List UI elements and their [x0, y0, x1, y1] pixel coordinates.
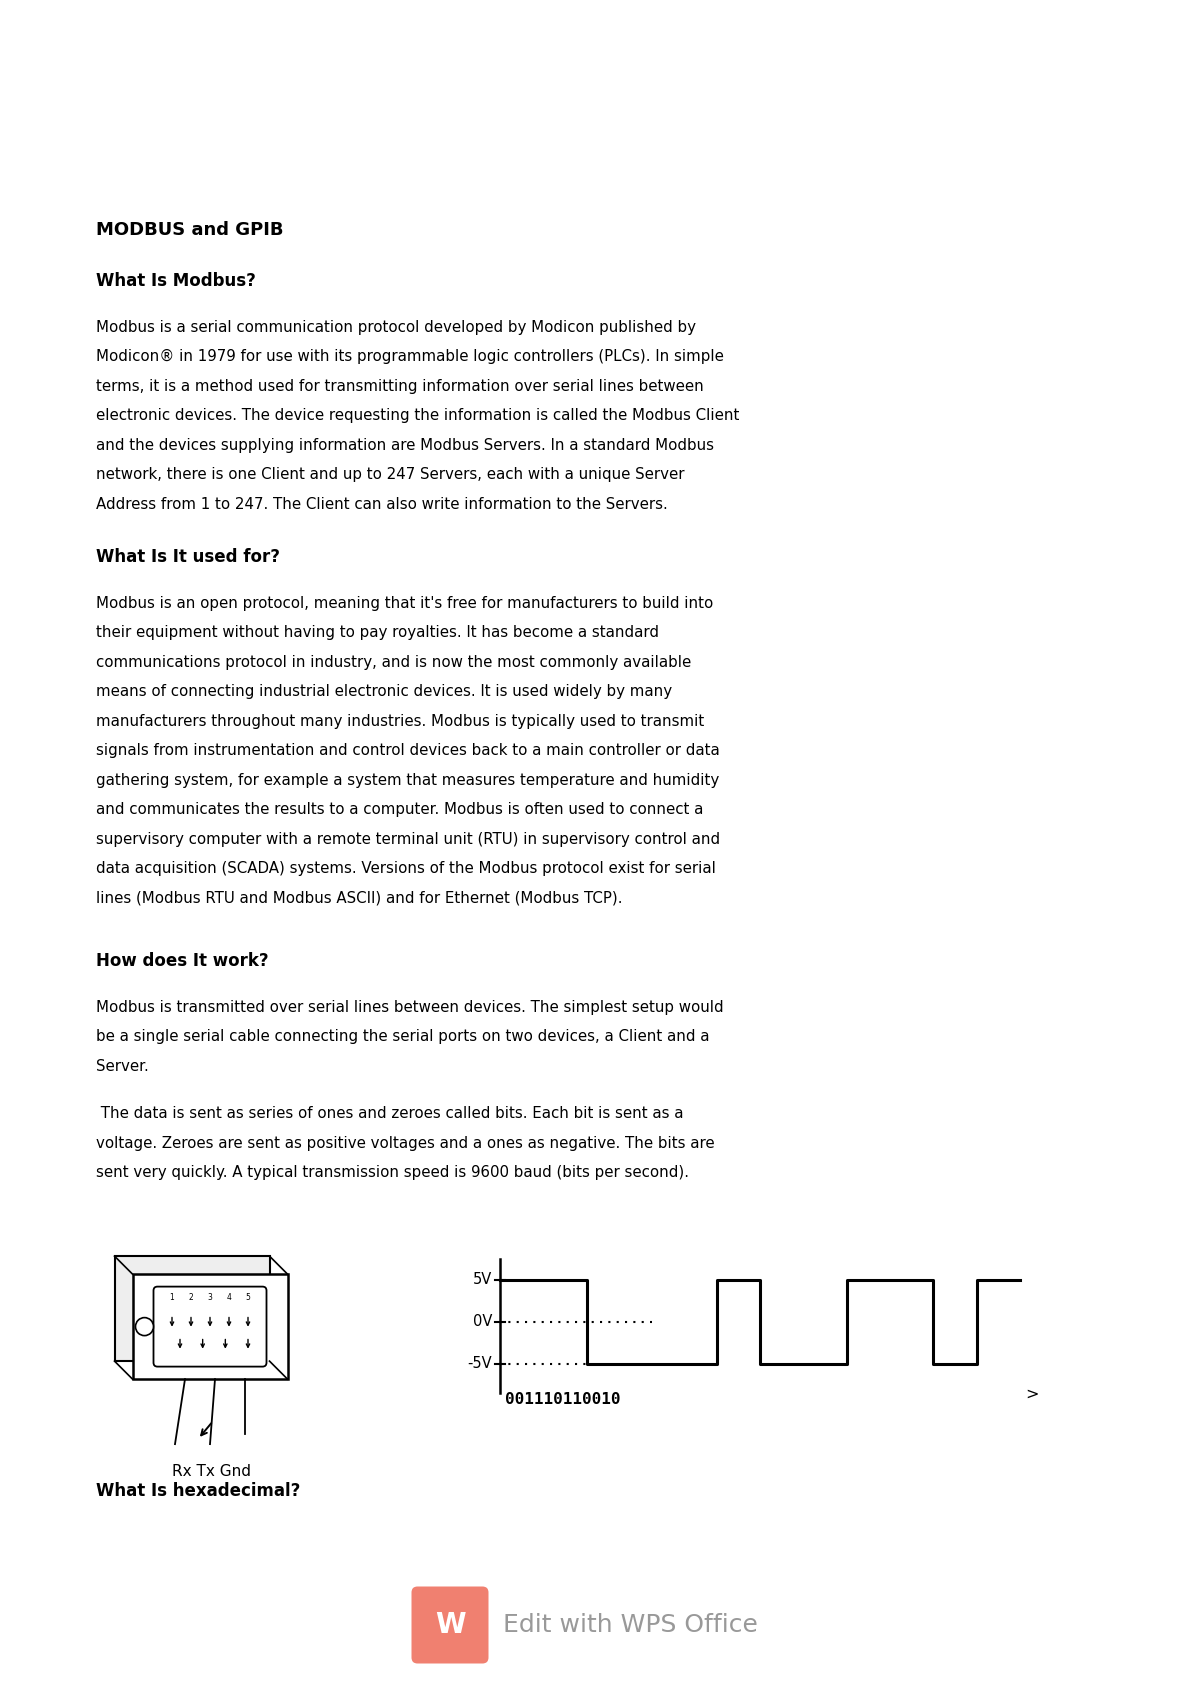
Text: 1: 1 — [169, 1293, 174, 1302]
Text: Server.: Server. — [96, 1059, 149, 1074]
Text: What Is hexadecimal?: What Is hexadecimal? — [96, 1481, 300, 1500]
Bar — [132, 1274, 288, 1380]
Text: Modicon® in 1979 for use with its programmable logic controllers (PLCs). In simp: Modicon® in 1979 for use with its progra… — [96, 350, 724, 365]
Text: means of connecting industrial electronic devices. It is used widely by many: means of connecting industrial electroni… — [96, 684, 672, 699]
Text: gathering system, for example a system that measures temperature and humidity: gathering system, for example a system t… — [96, 772, 719, 787]
Text: communications protocol in industry, and is now the most commonly available: communications protocol in industry, and… — [96, 655, 691, 670]
Text: and communicates the results to a computer. Modbus is often used to connect a: and communicates the results to a comput… — [96, 803, 703, 818]
Text: W: W — [434, 1610, 466, 1639]
FancyBboxPatch shape — [412, 1587, 488, 1663]
Text: Rx Tx Gnd: Rx Tx Gnd — [172, 1465, 251, 1480]
Text: What Is It used for?: What Is It used for? — [96, 548, 280, 567]
Text: supervisory computer with a remote terminal unit (RTU) in supervisory control an: supervisory computer with a remote termi… — [96, 832, 720, 847]
Text: manufacturers throughout many industries. Modbus is typically used to transmit: manufacturers throughout many industries… — [96, 714, 704, 728]
Text: 5: 5 — [246, 1293, 251, 1302]
Circle shape — [136, 1317, 154, 1336]
Text: voltage. Zeroes are sent as positive voltages and a ones as negative. The bits a: voltage. Zeroes are sent as positive vol… — [96, 1135, 715, 1151]
Text: Modbus is a serial communication protocol developed by Modicon published by: Modbus is a serial communication protoco… — [96, 319, 696, 334]
Text: >: > — [1025, 1386, 1038, 1402]
Bar — [114, 1256, 270, 1361]
Text: Address from 1 to 247. The Client can also write information to the Servers.: Address from 1 to 247. The Client can al… — [96, 497, 667, 511]
Text: Modbus is an open protocol, meaning that it's free for manufacturers to build in: Modbus is an open protocol, meaning that… — [96, 596, 713, 611]
Text: be a single serial cable connecting the serial ports on two devices, a Client an: be a single serial cable connecting the … — [96, 1028, 709, 1044]
Text: MODBUS and GPIB: MODBUS and GPIB — [96, 221, 283, 239]
Text: data acquisition (SCADA) systems. Versions of the Modbus protocol exist for seri: data acquisition (SCADA) systems. Versio… — [96, 860, 716, 876]
Text: network, there is one Client and up to 247 Servers, each with a unique Server: network, there is one Client and up to 2… — [96, 467, 684, 482]
Text: 3: 3 — [208, 1293, 212, 1302]
Text: 4: 4 — [227, 1293, 232, 1302]
Text: 001110110010: 001110110010 — [505, 1392, 620, 1407]
Text: sent very quickly. A typical transmission speed is 9600 baud (bits per second).: sent very quickly. A typical transmissio… — [96, 1166, 689, 1179]
Text: 0V: 0V — [473, 1313, 492, 1329]
Text: signals from instrumentation and control devices back to a main controller or da: signals from instrumentation and control… — [96, 743, 720, 759]
Text: Modbus is transmitted over serial lines between devices. The simplest setup woul: Modbus is transmitted over serial lines … — [96, 1000, 724, 1015]
Text: The data is sent as series of ones and zeroes called bits. Each bit is sent as a: The data is sent as series of ones and z… — [96, 1106, 684, 1122]
Text: What Is Modbus?: What Is Modbus? — [96, 272, 256, 290]
Text: 2: 2 — [188, 1293, 193, 1302]
Text: terms, it is a method used for transmitting information over serial lines betwee: terms, it is a method used for transmitt… — [96, 378, 703, 394]
Text: Edit with WPS Office: Edit with WPS Office — [503, 1614, 757, 1638]
FancyBboxPatch shape — [154, 1286, 266, 1366]
Text: 5V: 5V — [473, 1273, 492, 1286]
Text: lines (Modbus RTU and Modbus ASCII) and for Ethernet (Modbus TCP).: lines (Modbus RTU and Modbus ASCII) and … — [96, 891, 623, 906]
Text: electronic devices. The device requesting the information is called the Modbus C: electronic devices. The device requestin… — [96, 407, 739, 423]
Text: How does It work?: How does It work? — [96, 952, 269, 971]
Text: their equipment without having to pay royalties. It has become a standard: their equipment without having to pay ro… — [96, 624, 659, 640]
Text: -5V: -5V — [467, 1356, 492, 1371]
Text: and the devices supplying information are Modbus Servers. In a standard Modbus: and the devices supplying information ar… — [96, 438, 714, 453]
